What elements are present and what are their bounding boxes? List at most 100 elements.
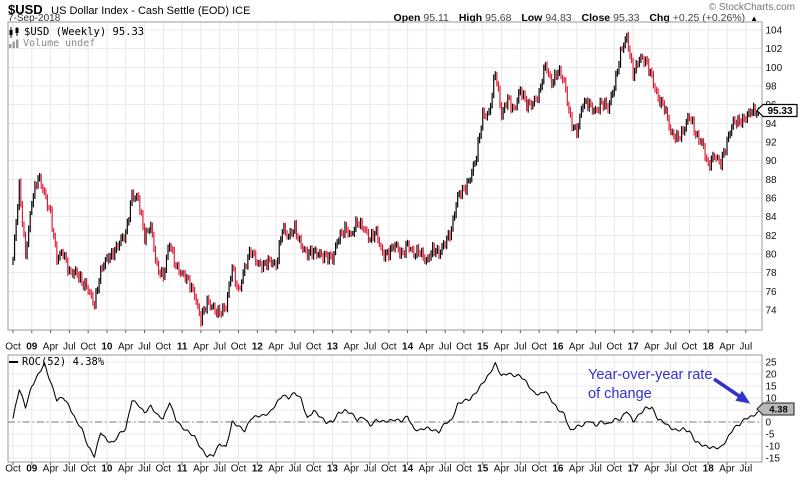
svg-text:09: 09 [26,464,38,475]
svg-text:98: 98 [766,81,778,92]
svg-text:-10: -10 [766,442,781,453]
svg-text:Jul: Jul [138,464,151,475]
volume-legend: Volume undef [9,38,95,49]
svg-text:15: 15 [766,382,778,393]
svg-text:78: 78 [766,268,778,279]
svg-text:Oct: Oct [381,464,397,475]
high-label: High [458,12,483,24]
symbol: $USD [8,2,43,17]
svg-text:74: 74 [766,305,778,316]
svg-text:Jul: Jul [439,342,452,353]
svg-text:Oct: Oct [5,464,21,475]
svg-text:13: 13 [327,342,339,353]
svg-text:Oct: Oct [456,342,472,353]
svg-text:100: 100 [766,63,783,74]
svg-text:84: 84 [766,212,778,223]
svg-text:Apr: Apr [569,464,585,475]
up-triangle-icon: ▲ [750,14,758,23]
svg-text:Apr: Apr [644,464,660,475]
svg-text:Oct: Oct [682,464,698,475]
svg-text:Apr: Apr [43,464,59,475]
svg-text:17: 17 [628,464,640,475]
svg-text:80: 80 [766,249,778,260]
svg-text:10: 10 [101,464,113,475]
svg-text:Apr: Apr [494,464,510,475]
svg-text:90: 90 [766,156,778,167]
svg-text:Jul: Jul [739,342,752,353]
svg-text:12: 12 [252,464,264,475]
svg-text:Apr: Apr [644,342,660,353]
svg-text:Jul: Jul [213,464,226,475]
svg-text:Apr: Apr [719,464,735,475]
svg-text:Jul: Jul [664,464,677,475]
svg-text:Apr: Apr [118,464,134,475]
high-value: 95.68 [485,12,512,24]
svg-text:Jul: Jul [439,464,452,475]
svg-text:Oct: Oct [156,464,172,475]
svg-text:-15: -15 [766,454,781,465]
open-value: 95.11 [423,12,449,24]
price-and-roc-series [12,31,759,458]
candlestick-icon [9,26,19,38]
svg-text:-5: -5 [766,430,775,441]
svg-text:Oct: Oct [80,342,96,353]
svg-text:102: 102 [766,44,783,55]
svg-text:Oct: Oct [231,342,247,353]
low-label: Low [521,12,543,24]
svg-text:Apr: Apr [419,464,435,475]
line-dash-icon [9,361,18,363]
last-price-label: 95.33 [767,106,792,117]
svg-text:Oct: Oct [80,464,96,475]
svg-text:Apr: Apr [193,342,209,353]
svg-text:12: 12 [252,342,264,353]
chart-date: 7-Sep-2018 [8,13,61,24]
svg-text:13: 13 [327,464,339,475]
last-roc-label: 4.38 [769,404,788,415]
svg-text:Jul: Jul [739,464,752,475]
svg-text:Jul: Jul [288,342,301,353]
open-label: Open [393,12,421,24]
svg-text:Jul: Jul [514,342,527,353]
svg-text:Apr: Apr [719,342,735,353]
svg-text:Jul: Jul [589,464,602,475]
low-value: 94.83 [545,12,572,24]
svg-text:Jul: Jul [288,464,301,475]
svg-text:Apr: Apr [193,464,209,475]
svg-text:86: 86 [766,193,778,204]
volume-legend-text: Volume undef [23,38,96,49]
svg-text:Jul: Jul [63,464,76,475]
svg-text:Oct: Oct [381,342,397,353]
svg-text:20: 20 [766,370,778,381]
svg-text:10: 10 [101,342,113,353]
svg-text:15: 15 [477,464,489,475]
svg-text:94: 94 [766,119,778,130]
svg-text:76: 76 [766,287,778,298]
volume-bars-icon [9,39,19,48]
annotation-text: Year-over-year rate of change [588,366,748,404]
roc-legend-text: ROC(52) 4.38% [22,356,105,368]
svg-text:Oct: Oct [5,342,21,353]
svg-text:Apr: Apr [343,464,359,475]
ohlc-quote-row: Open 95.11 High 95.68 Low 94.83 Close 95.33 … [394,12,758,24]
svg-text:Oct: Oct [306,342,322,353]
svg-text:104: 104 [766,26,783,37]
svg-text:14: 14 [402,464,414,475]
svg-text:15: 15 [477,342,489,353]
svg-text:Jul: Jul [63,342,76,353]
svg-text:14: 14 [402,342,414,353]
svg-text:Jul: Jul [664,342,677,353]
main-panel-legend: $USD (Weekly) 95.33 [9,26,144,38]
svg-text:25: 25 [766,358,778,369]
svg-text:Oct: Oct [606,342,622,353]
svg-text:88: 88 [766,175,778,186]
last-price-label-box [756,103,798,118]
overlay-annotations: 95.33 4.38 [712,103,798,416]
svg-text:Apr: Apr [569,342,585,353]
svg-text:Jul: Jul [364,464,377,475]
close-value: 95.33 [613,12,640,24]
svg-text:Apr: Apr [43,342,59,353]
svg-text:Oct: Oct [682,342,698,353]
svg-text:Oct: Oct [531,464,547,475]
svg-text:0: 0 [766,418,772,429]
